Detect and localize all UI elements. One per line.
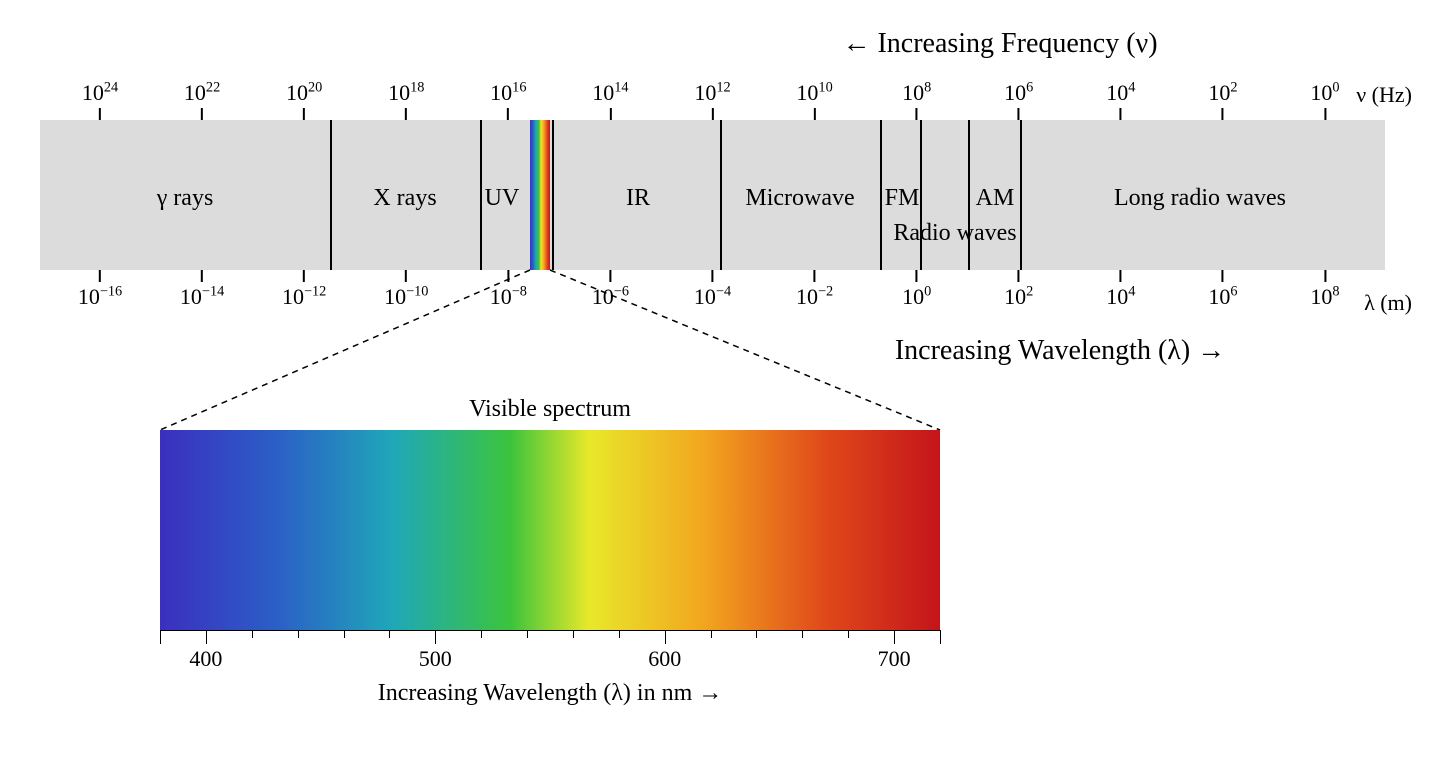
region-label: FM [885, 185, 920, 212]
wavelength-unit: λ (m) [1364, 290, 1412, 316]
region-separator [880, 120, 882, 270]
region-label: Radio waves [893, 220, 1016, 247]
visible-tick-label: 400 [189, 646, 222, 672]
freq-tick: 102 [1208, 80, 1237, 120]
region-label: Long radio waves [1114, 185, 1286, 212]
freq-tick: 1018 [388, 80, 424, 120]
visible-tick-label: 600 [648, 646, 681, 672]
region-separator [1020, 120, 1022, 270]
freq-tick: 1012 [694, 80, 730, 120]
wave-tick: 10−16 [78, 270, 122, 310]
freq-tick: 1022 [184, 80, 220, 120]
wave-tick: 10−14 [180, 270, 224, 310]
visible-minor-tick [711, 630, 712, 638]
visible-minor-tick [756, 630, 757, 638]
wave-tick: 10−10 [384, 270, 428, 310]
region-separator [720, 120, 722, 270]
freq-tick: 108 [902, 80, 931, 120]
wave-tick: 10−8 [490, 270, 527, 310]
visible-minor-tick [573, 630, 574, 638]
wave-tick: 10−6 [592, 270, 629, 310]
wave-tick: 10−2 [796, 270, 833, 310]
freq-tick: 1014 [592, 80, 628, 120]
wavelength-axis: 10−16 10−14 10−12 10−10 10−8 10−6 10−4 10−2 100 1… [40, 270, 1400, 320]
visible-minor-tick [802, 630, 803, 638]
freq-tick: 1020 [286, 80, 322, 120]
increasing-wavelength-label: Increasing Wavelength (λ) → [700, 335, 1420, 367]
visible-minor-tick [848, 630, 849, 638]
region-separator [330, 120, 332, 270]
visible-strip [530, 120, 550, 270]
wave-tick: 10−4 [694, 270, 731, 310]
visible-minor-tick [481, 630, 482, 638]
wave-tick: 106 [1208, 270, 1237, 310]
region-separator [968, 120, 970, 270]
visible-wavelength-label: Increasing Wavelength (λ) in nm → [378, 680, 723, 707]
visible-minor-tick [252, 630, 253, 638]
region-label: AM [976, 185, 1015, 212]
frequency-axis: 1024 1022 1020 1018 1016 1014 1012 1010 108 106 10… [40, 80, 1400, 120]
region-label: IR [626, 185, 650, 212]
increasing-frequency-label: ← Increasing Frequency (ν) [280, 28, 1440, 60]
wave-tick: 108 [1310, 270, 1339, 310]
visible-minor-tick [619, 630, 620, 638]
visible-minor-tick [389, 630, 390, 638]
spectrum-band: γ rays X rays UV IR Microwave FM AM Long radio … [40, 120, 1385, 270]
visible-major-tick [435, 630, 436, 644]
freq-tick: 1016 [490, 80, 526, 120]
region-label: γ rays [157, 185, 214, 212]
freq-tick: 104 [1106, 80, 1135, 120]
region-label: UV [485, 185, 520, 212]
frequency-unit: ν (Hz) [1356, 82, 1412, 108]
visible-major-tick [894, 630, 895, 644]
freq-tick: 106 [1004, 80, 1033, 120]
wave-tick: 104 [1106, 270, 1135, 310]
visible-minor-tick [344, 630, 345, 638]
visible-spectrum-title: Visible spectrum [469, 396, 631, 423]
wave-tick: 100 [902, 270, 931, 310]
region-separator [480, 120, 482, 270]
region-separator [552, 120, 554, 270]
wave-tick: 10−12 [282, 270, 326, 310]
visible-tick-label: 700 [878, 646, 911, 672]
region-label: X rays [373, 185, 436, 212]
wave-tick: 102 [1004, 270, 1033, 310]
visible-minor-tick [298, 630, 299, 638]
region-separator [920, 120, 922, 270]
freq-tick: 1024 [82, 80, 118, 120]
visible-minor-tick [527, 630, 528, 638]
em-spectrum-diagram: ← Increasing Frequency (ν) 1024102210201… [0, 0, 1440, 770]
visible-major-tick [665, 630, 666, 644]
region-label: Microwave [745, 185, 854, 212]
freq-tick: 1010 [796, 80, 832, 120]
freq-tick: 100 [1310, 80, 1339, 120]
visible-tick-label: 500 [419, 646, 452, 672]
visible-major-tick [206, 630, 207, 644]
visible-spectrum-box [160, 430, 940, 630]
